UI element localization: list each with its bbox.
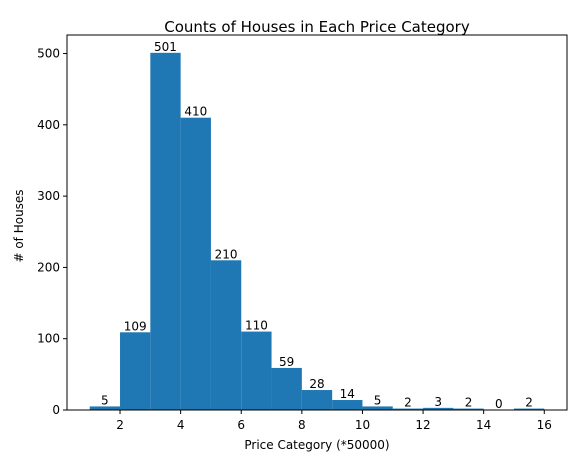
bar-15 (513, 408, 545, 410)
bar-label-5: 210 (215, 247, 238, 261)
bar-label-15: 2 (525, 396, 533, 410)
y-axis-ticks: 0 100 200 300 400 500 (37, 47, 67, 417)
bar-2 (120, 332, 151, 410)
bar-label-10: 5 (374, 393, 382, 407)
x-tick-label-14: 14 (476, 418, 491, 432)
x-axis-label: Price Category (*50000) (244, 438, 389, 452)
y-axis-label: # of Houses (12, 189, 26, 262)
x-tick-label-4: 4 (177, 418, 185, 432)
bar-label-11: 2 (404, 396, 412, 410)
bars-group (89, 52, 545, 411)
y-tick-label-300: 300 (37, 189, 60, 203)
x-axis-ticks: 2 4 6 8 10 12 14 16 (116, 410, 552, 432)
bar-13 (453, 408, 484, 410)
bar-label-8: 28 (309, 377, 324, 391)
bar-label-13: 2 (465, 396, 473, 410)
bar-label-7: 59 (279, 355, 294, 369)
bar-11 (392, 408, 424, 410)
bar-12 (423, 407, 454, 410)
bar-3 (150, 52, 181, 411)
bar-4 (180, 117, 211, 411)
x-tick-label-10: 10 (355, 418, 370, 432)
y-tick-label-100: 100 (37, 332, 60, 346)
bar-label-2: 109 (124, 319, 147, 333)
bar-label-14: 0 (495, 397, 503, 411)
x-tick-label-12: 12 (415, 418, 430, 432)
bar-label-12: 3 (434, 395, 442, 409)
x-tick-label-6: 6 (237, 418, 245, 432)
bar-7 (271, 367, 302, 410)
y-tick-label-400: 400 (37, 118, 60, 132)
bar-1 (89, 406, 121, 410)
bar-5 (210, 260, 242, 410)
bar-9 (332, 400, 363, 410)
plot-frame (66, 34, 568, 411)
bar-label-6: 110 (245, 319, 268, 333)
bar-label-1: 5 (101, 393, 109, 407)
bar-6 (241, 331, 272, 410)
bar-label-4: 410 (184, 105, 207, 119)
y-tick-label-500: 500 (37, 47, 60, 61)
chart-title: Counts of Houses in Each Price Category (164, 18, 470, 36)
bar-8 (301, 390, 333, 410)
x-tick-label-8: 8 (298, 418, 306, 432)
y-tick-label-200: 200 (37, 260, 60, 274)
bar-labels-group: 5 109 501 410 210 110 59 28 14 5 2 3 2 0 2 (101, 40, 533, 411)
y-tick-label-0: 0 (52, 403, 60, 417)
x-tick-label-2: 2 (116, 418, 124, 432)
x-tick-label-16: 16 (537, 418, 552, 432)
bar-label-9: 14 (340, 387, 355, 401)
bar-label-3: 501 (154, 40, 177, 54)
bar-10 (362, 406, 393, 410)
